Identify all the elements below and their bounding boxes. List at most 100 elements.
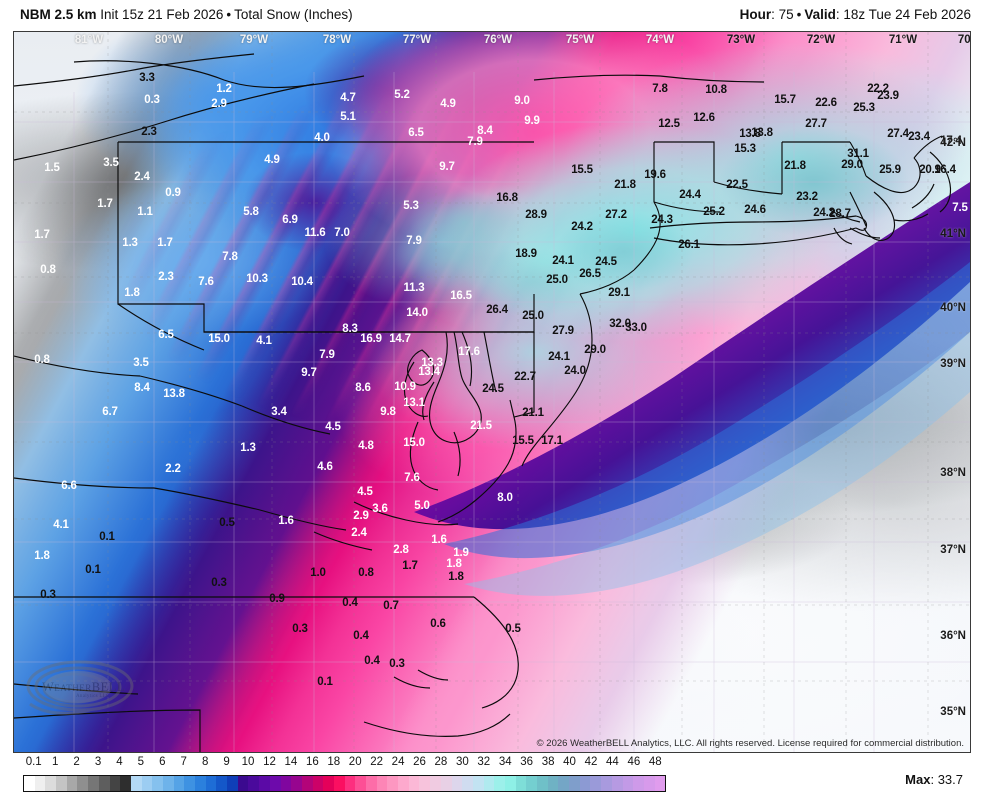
snow-value-label: 0.3 [144, 94, 160, 106]
colorbar-tick: 32 [477, 756, 491, 768]
colorbar-tick: 24 [391, 756, 405, 768]
snow-value-label: 21.1 [522, 407, 544, 419]
snow-value-label: 0.9 [269, 593, 285, 605]
field-name: Total Snow (Inches) [234, 7, 353, 22]
snow-value-label: 7.9 [467, 136, 483, 148]
snow-value-label: 25.0 [522, 310, 544, 322]
latitude-label: 42°N [940, 137, 966, 149]
snow-value-label: 5.0 [414, 500, 430, 512]
colorbar-swatch [45, 776, 57, 791]
snow-value-label: 0.4 [364, 655, 380, 667]
weather-map[interactable]: 0.3 1.2 2.9 4.7 5.2 4.9 5.1 9.0 7.8 10.8 15.7 22.6 2… [13, 31, 971, 753]
snow-value-label: 22.6 [815, 97, 837, 109]
snow-value-label: 23.9 [877, 90, 899, 102]
snow-value-label: 0.1 [99, 531, 115, 543]
snow-value-label: 0.1 [85, 564, 101, 576]
snow-value-label: 13.8 [751, 127, 773, 139]
colorbar-swatch [643, 776, 655, 791]
colorbar-swatch [526, 776, 537, 791]
colorbar-swatch [483, 776, 495, 791]
snow-value-label: 24.5 [595, 256, 617, 268]
snow-value-label: 25.9 [879, 164, 901, 176]
snow-value-label: 15.0 [208, 333, 230, 345]
snow-value-label: 0.4 [353, 630, 369, 642]
snow-value-label: 10.4 [291, 276, 313, 288]
snow-value-label: 2.4 [351, 527, 367, 539]
snow-value-label: 13.8 [739, 128, 761, 140]
colorbar-tick: 12 [263, 756, 276, 768]
snow-value-label: 24.3 [651, 214, 673, 226]
snow-value-label: 4.5 [357, 486, 373, 498]
snow-value-label: 2.2 [165, 463, 181, 475]
colorbar-swatch [109, 776, 121, 791]
snow-value-label: 10.8 [705, 84, 727, 96]
snow-value-label: 1.1 [137, 206, 153, 218]
longitude-label: 70°W [957, 34, 971, 46]
longitude-label: 73°W [726, 34, 756, 46]
snow-value-label: 7.9 [406, 235, 422, 247]
snow-value-label: 28.9 [525, 209, 547, 221]
snow-value-label: 25.3 [853, 102, 875, 114]
snow-value-labels: 0.3 1.2 2.9 4.7 5.2 4.9 5.1 9.0 7.8 10.8 15.7 22.6 2… [14, 32, 970, 752]
colorbar-swatch [569, 776, 580, 791]
colorbar-tick: 10 [241, 756, 255, 768]
snow-value-label: 3.6 [372, 503, 388, 515]
snow-value-label: 8.6 [355, 382, 371, 394]
colorbar-tick: 34 [498, 756, 512, 768]
snow-value-label: 23.4 [908, 131, 930, 143]
colorbar-tick: 40 [563, 756, 576, 768]
snow-value-label: 2.3 [158, 271, 174, 283]
snow-value-label: 11.3 [403, 282, 425, 294]
colorbar-gradient[interactable] [23, 775, 666, 792]
colorbar-swatch [654, 776, 666, 791]
snow-value-label: 24.5 [482, 383, 504, 395]
colorbar-swatch [504, 776, 516, 791]
colorbar-swatch [130, 776, 142, 791]
snow-value-label: 1.8 [34, 550, 50, 562]
snow-value-label: 17.1 [541, 435, 563, 447]
colorbar-tick: 6 [159, 756, 166, 768]
snow-value-label: 16.5 [450, 290, 472, 302]
colorbar-swatch [611, 776, 623, 791]
colorbar-swatch [152, 776, 163, 791]
snow-value-label: 0.3 [389, 658, 405, 670]
snow-value-label: 9.0 [514, 95, 530, 107]
snow-value-label: 31.1 [847, 148, 869, 160]
colorbar-tick: 2 [73, 756, 80, 768]
snow-value-label: 24.2 [813, 207, 835, 219]
init-time: Init 15z 21 Feb 2026 [100, 7, 224, 22]
colorbar-tick: 48 [648, 756, 662, 768]
snow-value-label: 8.0 [497, 492, 513, 504]
colorbar-tick: 16 [305, 756, 319, 768]
colorbar-tick-labels: 0.1 1 2 3 4 5 6 7 8 9 10 12 14 16 18 20 22 24 26 28 30 32 34 36… [13, 756, 673, 772]
colorbar-tick: 9 [223, 756, 230, 768]
ocean-band-layer [414, 182, 970, 596]
snow-value-label: 9.7 [439, 161, 455, 173]
colorbar-panel: 0.1 1 2 3 4 5 6 7 8 9 10 12 14 16 18 20 22 24 26 28 30 32 34 36… [13, 756, 971, 804]
snow-value-label: 4.6 [317, 461, 333, 473]
snow-value-label: 25.0 [546, 274, 568, 286]
colorbar-swatch [77, 776, 89, 791]
snow-value-label: 21.5 [470, 420, 492, 432]
colorbar-swatch [537, 776, 548, 791]
colorbar-swatch [269, 776, 281, 791]
weatherbell-logo: WeatherBELL Analytics LLC [20, 660, 140, 718]
colorbar-swatch [419, 776, 431, 791]
longitude-label: 78°W [322, 34, 352, 46]
map-canvas[interactable]: 0.3 1.2 2.9 4.7 5.2 4.9 5.1 9.0 7.8 10.8 15.7 22.6 2… [14, 32, 970, 752]
colorbar-swatch [440, 776, 452, 791]
snow-value-label: 5.8 [243, 206, 259, 218]
snow-value-label: 2.4 [134, 171, 150, 183]
snow-value-label: 7.6 [198, 276, 214, 288]
max-value-readout: Max: 33.7 [905, 772, 963, 787]
snow-value-label: 7.0 [334, 227, 350, 239]
graticule-labels: 81°W 80°W 79°W 78°W 77°W 76°W 75°W 74°W 73°W 72°W… [14, 32, 970, 752]
snow-value-label: 26.1 [678, 239, 700, 251]
snow-value-label: 24.6 [744, 204, 766, 216]
snow-value-label: 14.7 [389, 333, 411, 345]
colorbar-swatch [547, 776, 559, 791]
snow-value-label: 15.7 [774, 94, 796, 106]
snow-value-label: 13.4 [418, 366, 440, 378]
snow-value-label: 27.9 [552, 325, 574, 337]
colorbar-swatch [120, 776, 131, 791]
